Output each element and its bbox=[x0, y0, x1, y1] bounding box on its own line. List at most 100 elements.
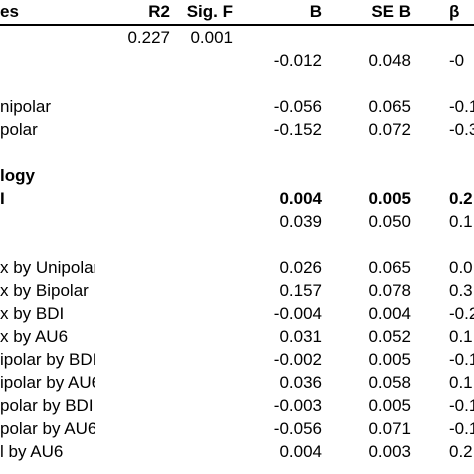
table-cell: -0.012 bbox=[273, 51, 322, 70]
header-cell: es bbox=[0, 0, 95, 26]
table-body: 0.227 0.001 -0.012 0.048 -0 nipolar -0.056 0.06… bbox=[0, 25, 474, 463]
table-row: l by AU6 0.004 0.003 0.2 bbox=[0, 440, 474, 463]
table-cell: 0.005 bbox=[368, 189, 411, 208]
table-cell: 0.004 bbox=[279, 189, 322, 208]
table-cell: 0.039 bbox=[279, 212, 322, 231]
table-cell bbox=[170, 164, 233, 187]
table-cell bbox=[170, 279, 233, 302]
table-cell: 0.005 bbox=[368, 396, 411, 415]
table-row: polar by BDI -0.003 0.005 -0.1 bbox=[0, 394, 474, 417]
table-cell bbox=[0, 72, 95, 95]
table-cell bbox=[233, 72, 322, 95]
table-cell bbox=[0, 25, 95, 49]
table-cell bbox=[95, 371, 170, 394]
table-cell bbox=[170, 49, 233, 72]
table-cell bbox=[95, 256, 170, 279]
table-cell bbox=[95, 302, 170, 325]
table-row: polar by AU6 -0.056 0.071 -0.1 bbox=[0, 417, 474, 440]
table-cell bbox=[95, 72, 170, 95]
table-cell: 0.1 bbox=[449, 212, 473, 231]
table-row: 0.227 0.001 bbox=[0, 25, 474, 49]
table-cell bbox=[95, 279, 170, 302]
table-cell bbox=[95, 49, 170, 72]
table-row bbox=[0, 141, 474, 164]
table-cell: logy bbox=[0, 166, 35, 185]
table-cell bbox=[411, 233, 474, 256]
table-row bbox=[0, 233, 474, 256]
table-cell bbox=[170, 210, 233, 233]
table-cell: 0.058 bbox=[368, 373, 411, 392]
table-cell: -0.004 bbox=[273, 304, 322, 323]
table-cell bbox=[170, 325, 233, 348]
table-cell bbox=[0, 210, 95, 233]
table-cell bbox=[170, 440, 233, 463]
table-cell: -0.1 bbox=[449, 419, 474, 438]
table-cell: nipolar bbox=[0, 97, 52, 116]
header-cell: R2 bbox=[95, 0, 170, 26]
table-cell: I bbox=[0, 189, 5, 208]
table-cell bbox=[322, 72, 411, 95]
table-cell: -0.2 bbox=[449, 304, 474, 323]
table-row: I 0.004 0.005 0.2 bbox=[0, 187, 474, 210]
table-cell bbox=[411, 72, 474, 95]
table-cell: 0.026 bbox=[279, 258, 322, 277]
table-row: x by Bipolar 0.157 0.078 0.3 bbox=[0, 279, 474, 302]
table-cell: -0.152 bbox=[273, 120, 322, 139]
table-row: polar -0.152 0.072 -0.3 bbox=[0, 118, 474, 141]
table-cell: 0.0 bbox=[449, 258, 473, 277]
table-cell bbox=[95, 95, 170, 118]
table-cell: polar by AU6 bbox=[0, 419, 95, 438]
table-cell: 0.003 bbox=[368, 442, 411, 461]
table-cell bbox=[233, 164, 322, 187]
table-cell bbox=[95, 210, 170, 233]
table-cell bbox=[411, 141, 474, 164]
table-cell bbox=[233, 233, 322, 256]
table-cell: 0.3 bbox=[449, 281, 473, 300]
table-cell bbox=[233, 25, 322, 49]
header-cell: Sig. F bbox=[170, 0, 233, 26]
table-cell bbox=[95, 187, 170, 210]
table-cell: 0.005 bbox=[368, 350, 411, 369]
table-cell: 0.050 bbox=[368, 212, 411, 231]
table-cell bbox=[95, 417, 170, 440]
table-cell: x by AU6 bbox=[0, 327, 69, 346]
table-cell: -0.1 bbox=[449, 350, 474, 369]
table-cell bbox=[170, 118, 233, 141]
table-cell: -0 bbox=[449, 51, 465, 70]
table-cell: x by BDI bbox=[0, 304, 65, 323]
table-cell bbox=[170, 256, 233, 279]
table-row: x by BDI -0.004 0.004 -0.2 bbox=[0, 302, 474, 325]
table-row: -0.012 0.048 -0 bbox=[0, 49, 474, 72]
table-cell: -0.3 bbox=[449, 120, 474, 139]
table-cell: 0.1 bbox=[449, 327, 473, 346]
table-row: ipolar by AU6 0.036 0.058 0.1 bbox=[0, 371, 474, 394]
table-cell bbox=[0, 141, 95, 164]
table-cell bbox=[170, 95, 233, 118]
table-cell: 0.052 bbox=[368, 327, 411, 346]
table-cell: -0.056 bbox=[273, 419, 322, 438]
table-cell bbox=[95, 233, 170, 256]
table-cell bbox=[411, 164, 474, 187]
table-cell bbox=[322, 25, 411, 49]
table-cell bbox=[170, 394, 233, 417]
table-cell bbox=[322, 141, 411, 164]
table-cell: x by Unipolar bbox=[0, 258, 95, 277]
table-cell: 0.004 bbox=[279, 442, 322, 461]
table-cell: 0.157 bbox=[279, 281, 322, 300]
table-cell: 0.071 bbox=[368, 419, 411, 438]
header-cell: B bbox=[233, 0, 322, 26]
table-cell: x by Bipolar bbox=[0, 281, 89, 300]
table-cell bbox=[170, 348, 233, 371]
table-cell: 0.227 bbox=[127, 28, 170, 47]
table-cell: 0.036 bbox=[279, 373, 322, 392]
table-cell: 0.065 bbox=[368, 258, 411, 277]
table-cell bbox=[170, 141, 233, 164]
table-cell bbox=[95, 348, 170, 371]
table-cell bbox=[95, 141, 170, 164]
table-cell: l by AU6 bbox=[0, 442, 64, 461]
header-cell: β bbox=[411, 0, 474, 26]
table-cell bbox=[233, 141, 322, 164]
table-cell: 0.001 bbox=[190, 28, 233, 47]
table-cell bbox=[95, 118, 170, 141]
table-cell bbox=[170, 371, 233, 394]
